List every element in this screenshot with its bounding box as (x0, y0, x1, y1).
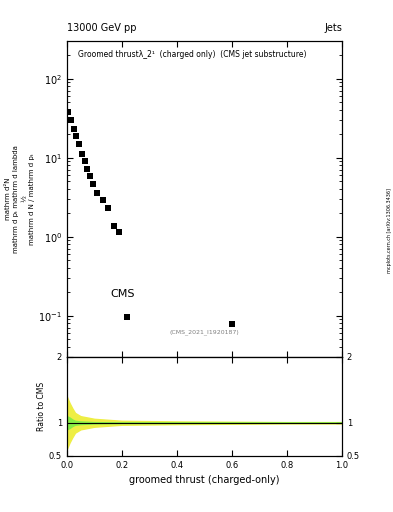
Point (90, 179, 96, 187)
Y-axis label: Ratio to CMS: Ratio to CMS (37, 382, 46, 431)
Text: 13000 GeV pp: 13000 GeV pp (67, 23, 136, 33)
X-axis label: groomed thrust (charged-only): groomed thrust (charged-only) (129, 475, 279, 485)
Text: Groomed thrustλ_2¹  (charged only)  (CMS jet substructure): Groomed thrustλ_2¹ (charged only) (CMS j… (78, 51, 306, 59)
Text: Jets: Jets (324, 23, 342, 33)
Point (84, 165, 90, 173)
Point (87, 172, 94, 180)
Point (82, 157, 88, 165)
Y-axis label: mathrm d²N
mathrm d pₜ mathrm d lambda
½
mathrm d N / mathrm d pₜ: mathrm d²N mathrm d pₜ mathrm d lambda ½… (6, 145, 35, 253)
Text: (CMS_2021_I1920187): (CMS_2021_I1920187) (169, 329, 239, 334)
Point (229, 320, 235, 328)
Text: CMS: CMS (111, 289, 135, 298)
Point (94, 188, 100, 197)
Point (99, 196, 106, 204)
Text: mcplots.cern.ch [arXiv:1306.3436]: mcplots.cern.ch [arXiv:1306.3436] (387, 188, 392, 273)
Point (116, 228, 122, 236)
Point (68, 116, 74, 124)
Point (71, 125, 77, 133)
Point (76, 140, 83, 148)
Point (65, 108, 72, 116)
Point (79, 151, 85, 159)
Point (110, 222, 117, 230)
Point (124, 313, 130, 321)
Point (105, 204, 111, 212)
Point (73, 132, 80, 140)
